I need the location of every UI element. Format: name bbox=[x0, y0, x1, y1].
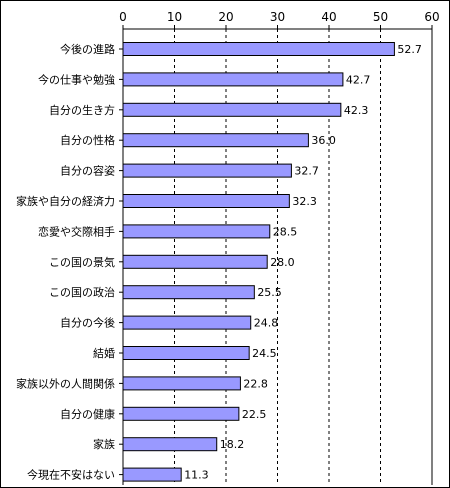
x-tick-label: 50 bbox=[373, 10, 388, 24]
bar bbox=[122, 467, 182, 482]
value-label: 52.7 bbox=[397, 43, 422, 56]
x-tick-label: 60 bbox=[424, 10, 439, 24]
bar bbox=[122, 194, 290, 208]
bar bbox=[122, 376, 241, 391]
bar bbox=[122, 224, 271, 239]
category-label: 今後の進路 bbox=[60, 42, 115, 56]
value-label: 32.3 bbox=[292, 195, 317, 208]
value-label: 11.3 bbox=[184, 469, 209, 482]
bars bbox=[122, 42, 395, 482]
value-label: 32.7 bbox=[294, 165, 319, 178]
bar bbox=[122, 254, 268, 269]
x-tick-label: 10 bbox=[167, 10, 182, 24]
value-label: 22.8 bbox=[243, 377, 267, 390]
category-label: この国の政治 bbox=[49, 285, 115, 299]
value-label: 18.2 bbox=[220, 438, 245, 451]
value-label: 28.0 bbox=[270, 256, 295, 269]
value-label: 36.0 bbox=[311, 134, 336, 147]
bar bbox=[122, 315, 252, 330]
x-tick-label: 40 bbox=[321, 10, 336, 24]
category-label: 恋愛や交際相手 bbox=[38, 224, 115, 238]
category-label: この国の景気 bbox=[49, 255, 115, 269]
bar bbox=[122, 133, 309, 148]
x-tick-label: 30 bbox=[270, 10, 285, 24]
value-label: 22.5 bbox=[242, 408, 267, 421]
category-label: 自分の今後 bbox=[60, 316, 115, 330]
category-label: 自分の健康 bbox=[60, 407, 115, 421]
category-label: 今の仕事や勉強 bbox=[38, 72, 115, 86]
bar bbox=[122, 406, 240, 421]
category-label: 自分の生き方 bbox=[49, 103, 115, 117]
value-label: 24.5 bbox=[252, 347, 276, 360]
value-label: 42.7 bbox=[346, 73, 371, 86]
bar bbox=[122, 285, 255, 300]
category-label: 結婚 bbox=[93, 346, 115, 360]
category-label: 家族 bbox=[93, 437, 115, 451]
category-label: 自分の容姿 bbox=[60, 164, 115, 178]
value-label: 24.8 bbox=[254, 317, 279, 330]
value-label: 42.3 bbox=[344, 104, 369, 117]
bar bbox=[122, 42, 395, 56]
category-label: 家族や自分の経済力 bbox=[16, 194, 115, 208]
bar bbox=[122, 437, 218, 452]
labels: 0 10 20 30 40 50 60 今後の進路 52.7 今の仕事や勉強 42.7 自分の生き方 4… bbox=[16, 10, 440, 482]
x-tick-label: 20 bbox=[218, 10, 233, 24]
category-label: 自分の性格 bbox=[60, 133, 115, 147]
bar bbox=[122, 346, 250, 360]
value-label: 28.5 bbox=[273, 225, 298, 238]
bar bbox=[122, 72, 344, 87]
x-tick-label: 0 bbox=[119, 10, 127, 24]
category-label: 今現在不安はない bbox=[27, 468, 115, 482]
bar bbox=[122, 163, 292, 178]
bar bbox=[122, 102, 342, 117]
value-label: 25.5 bbox=[257, 286, 282, 299]
category-label: 家族以外の人間関係 bbox=[16, 376, 115, 390]
